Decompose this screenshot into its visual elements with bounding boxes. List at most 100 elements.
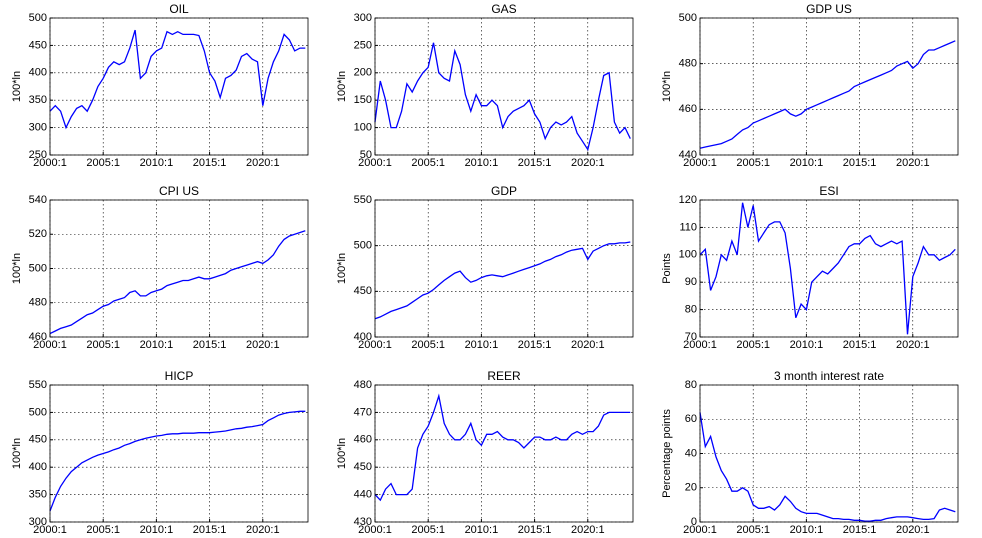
chart-title: HICP <box>165 369 194 383</box>
y-axis-label: 100*ln <box>336 253 348 284</box>
chart-title: ESI <box>819 184 838 198</box>
y-tick-label: 350 <box>29 489 47 501</box>
y-tick-label: 40 <box>685 447 697 459</box>
x-tick-label: 2005:1 <box>411 339 445 351</box>
chart-title: GDP <box>491 184 517 198</box>
y-tick-label: 110 <box>679 221 697 233</box>
chart-title: CPI US <box>159 184 199 198</box>
line <box>49 410 306 512</box>
y-tick-label: 440 <box>679 149 697 161</box>
x-tick-label: 2020:1 <box>246 339 280 351</box>
y-tick-label: 250 <box>29 149 47 161</box>
line <box>699 412 956 522</box>
y-tick-label: 500 <box>29 262 47 274</box>
y-tick-label: 100 <box>679 249 697 261</box>
x-tick-label: 2005:1 <box>736 524 770 536</box>
x-tick-label: 2010:1 <box>465 339 499 351</box>
x-tick-label: 2015:1 <box>843 157 877 169</box>
y-tick-label: 470 <box>354 406 372 418</box>
x-tick-label: 2000:1 <box>358 157 392 169</box>
plot-area <box>50 18 308 155</box>
x-tick-label: 2005:1 <box>411 524 445 536</box>
x-tick-label: 2005:1 <box>411 157 445 169</box>
y-axis-label: 100*ln <box>336 71 348 102</box>
y-tick-label: 80 <box>685 304 697 316</box>
x-tick-label: 2005:1 <box>736 339 770 351</box>
x-tick-label: 2000:1 <box>358 339 392 351</box>
y-tick-label: 520 <box>29 228 47 240</box>
y-tick-label: 460 <box>679 103 697 115</box>
y-tick-label: 150 <box>354 94 372 106</box>
axes-box <box>374 199 634 338</box>
y-tick-label: 80 <box>685 379 697 391</box>
y-tick-label: 500 <box>354 240 372 252</box>
y-tick-label: 450 <box>354 285 372 297</box>
y-axis-label: Points <box>661 253 673 284</box>
axes-box <box>49 199 309 338</box>
x-tick-label: 2010:1 <box>140 157 174 169</box>
x-tick-label: 2010:1 <box>790 157 824 169</box>
x-tick-label: 2010:1 <box>465 157 499 169</box>
x-tick-label: 2015:1 <box>193 339 227 351</box>
y-tick-label: 400 <box>354 331 372 343</box>
x-tick-label: 2020:1 <box>571 339 605 351</box>
y-axis-label: 100*ln <box>661 71 673 102</box>
x-tick-label: 2000:1 <box>683 524 717 536</box>
y-tick-label: 500 <box>679 12 697 24</box>
y-tick-label: 200 <box>354 67 372 79</box>
y-tick-label: 480 <box>354 379 372 391</box>
x-tick-label: 2020:1 <box>571 524 605 536</box>
y-axis-label: Percentage points <box>661 409 673 498</box>
y-tick-label: 400 <box>29 461 47 473</box>
x-tick-label: 2000:1 <box>33 339 67 351</box>
y-tick-label: 90 <box>685 276 697 288</box>
x-tick-label: 2010:1 <box>140 524 174 536</box>
axes-box <box>49 17 309 156</box>
line <box>49 29 306 130</box>
y-tick-label: 300 <box>354 12 372 24</box>
y-tick-label: 480 <box>29 297 47 309</box>
y-tick-label: 430 <box>354 516 372 528</box>
plot-area <box>375 385 633 522</box>
x-tick-label: 2000:1 <box>683 339 717 351</box>
y-tick-label: 550 <box>354 194 372 206</box>
y-axis-label: 100*ln <box>11 438 23 469</box>
y-tick-label: 450 <box>29 434 47 446</box>
line <box>699 202 956 335</box>
y-tick-label: 100 <box>354 122 372 134</box>
x-tick-label: 2020:1 <box>896 524 930 536</box>
x-tick-label: 2020:1 <box>246 524 280 536</box>
y-tick-label: 250 <box>354 39 372 51</box>
y-tick-label: 400 <box>29 67 47 79</box>
axes-box <box>699 384 959 523</box>
x-tick-label: 2020:1 <box>896 157 930 169</box>
line <box>374 42 631 152</box>
plot-area <box>700 200 958 337</box>
axes-box <box>374 384 634 523</box>
chart-title: 3 month interest rate <box>774 369 884 383</box>
chart-title: OIL <box>169 2 189 16</box>
x-tick-label: 2015:1 <box>518 524 552 536</box>
x-tick-label: 2005:1 <box>86 524 120 536</box>
axes-box <box>49 384 309 523</box>
x-tick-label: 2010:1 <box>790 524 824 536</box>
chart-title: GDP US <box>806 2 852 16</box>
x-tick-label: 2000:1 <box>33 157 67 169</box>
y-tick-label: 440 <box>354 489 372 501</box>
x-tick-label: 2005:1 <box>736 157 770 169</box>
plot-area <box>700 18 958 155</box>
line <box>374 393 631 502</box>
y-axis-label: 100*ln <box>11 253 23 284</box>
plot-area <box>50 385 308 522</box>
y-tick-label: 300 <box>29 516 47 528</box>
y-tick-label: 500 <box>29 406 47 418</box>
line <box>374 241 631 320</box>
y-tick-label: 480 <box>679 58 697 70</box>
x-tick-label: 2015:1 <box>193 524 227 536</box>
y-tick-label: 120 <box>679 194 697 206</box>
y-tick-label: 300 <box>29 122 47 134</box>
y-tick-label: 70 <box>685 331 697 343</box>
x-tick-label: 2005:1 <box>86 339 120 351</box>
x-tick-label: 2010:1 <box>465 524 499 536</box>
